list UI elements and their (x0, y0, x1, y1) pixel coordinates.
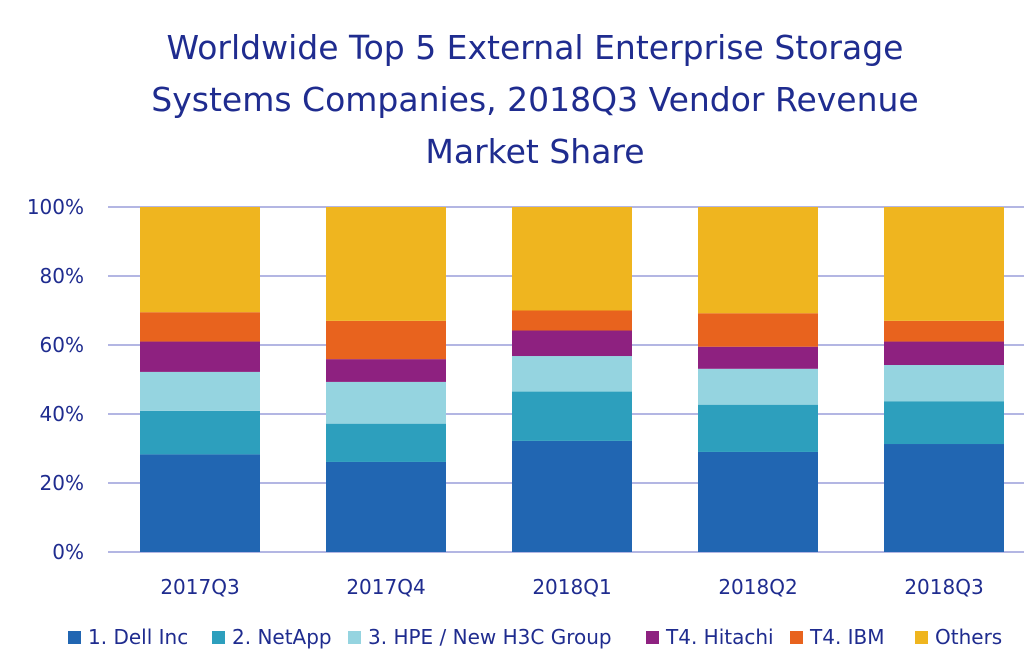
bar-segment (326, 381, 446, 424)
bar-segment (884, 401, 1004, 445)
chart-title-line-2: Systems Companies, 2018Q3 Vendor Revenue (151, 80, 919, 119)
legend-item: Others (915, 625, 1002, 649)
legend-item: 1. Dell Inc (68, 625, 188, 649)
bar-segment (326, 423, 446, 462)
x-tick-label: 2017Q3 (160, 575, 239, 599)
legend-item: 2. NetApp (212, 625, 332, 649)
legend-swatch (68, 631, 81, 644)
bar-segment (140, 341, 260, 372)
bar-segment (140, 410, 260, 455)
bar-segment (512, 330, 632, 357)
bar-segment (326, 359, 446, 382)
bar-segment (326, 320, 446, 360)
bar-group (326, 207, 446, 552)
bar-segment (512, 356, 632, 392)
bar-segment (698, 368, 818, 405)
y-tick-label: 60% (40, 333, 84, 357)
x-tick-label: 2017Q4 (346, 575, 425, 599)
bar-segment (698, 346, 818, 369)
legend-item: T4. IBM (790, 625, 885, 649)
bar-segment (884, 207, 1004, 321)
bar-segment (884, 320, 1004, 342)
bar-group (698, 207, 818, 552)
y-tick-label: 20% (40, 471, 84, 495)
legend-label: T4. Hitachi (665, 625, 774, 649)
bar-segment (512, 207, 632, 311)
y-tick-label: 80% (40, 264, 84, 288)
legend-label: 1. Dell Inc (88, 625, 188, 649)
bar-segment (140, 371, 260, 411)
x-tick-label: 2018Q3 (904, 575, 983, 599)
bar-group (512, 207, 632, 552)
bar-segment (884, 341, 1004, 366)
bars (140, 207, 1004, 552)
bar-segment (512, 440, 632, 552)
bar-segment (884, 365, 1004, 402)
legend-swatch (915, 631, 928, 644)
chart-title-line-1: Worldwide Top 5 External Enterprise Stor… (166, 28, 904, 67)
bar-segment (512, 391, 632, 441)
legend-label: 3. HPE / New H3C Group (368, 625, 612, 649)
legend-label: T4. IBM (809, 625, 885, 649)
y-tick-label: 100% (27, 195, 84, 219)
axis-labels: 0% 20% 40% 60% 80% 100% 2017Q3 2017Q4 2018Q1 2018… (27, 195, 984, 599)
bar-group (884, 207, 1004, 552)
bar-segment (512, 310, 632, 331)
legend-swatch (348, 631, 361, 644)
legend-swatch (212, 631, 225, 644)
x-tick-label: 2018Q1 (532, 575, 611, 599)
bar-group (140, 207, 260, 552)
legend-swatch (790, 631, 803, 644)
chart-title-line-3: Market Share (425, 132, 645, 171)
x-tick-label: 2018Q2 (718, 575, 797, 599)
bar-segment (884, 444, 1004, 552)
legend-item: 3. HPE / New H3C Group (348, 625, 612, 649)
legend: 1. Dell Inc 2. NetApp 3. HPE / New H3C Gro… (68, 625, 1002, 649)
bar-segment (326, 207, 446, 321)
bar-segment (698, 451, 818, 552)
bar-segment (326, 461, 446, 552)
legend-swatch (646, 631, 659, 644)
bar-segment (698, 313, 818, 347)
bar-segment (140, 312, 260, 342)
legend-label: 2. NetApp (232, 625, 332, 649)
legend-item: T4. Hitachi (646, 625, 774, 649)
bar-segment (140, 207, 260, 313)
bar-segment (140, 454, 260, 552)
bar-segment (698, 404, 818, 452)
y-tick-label: 0% (52, 540, 84, 564)
y-tick-label: 40% (40, 402, 84, 426)
legend-label: Others (935, 625, 1002, 649)
bar-segment (698, 207, 818, 314)
